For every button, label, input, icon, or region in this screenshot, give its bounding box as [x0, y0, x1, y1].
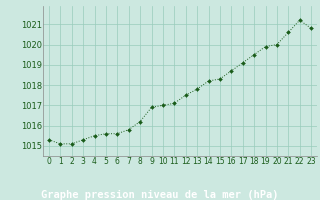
Text: Graphe pression niveau de la mer (hPa): Graphe pression niveau de la mer (hPa): [41, 190, 279, 200]
